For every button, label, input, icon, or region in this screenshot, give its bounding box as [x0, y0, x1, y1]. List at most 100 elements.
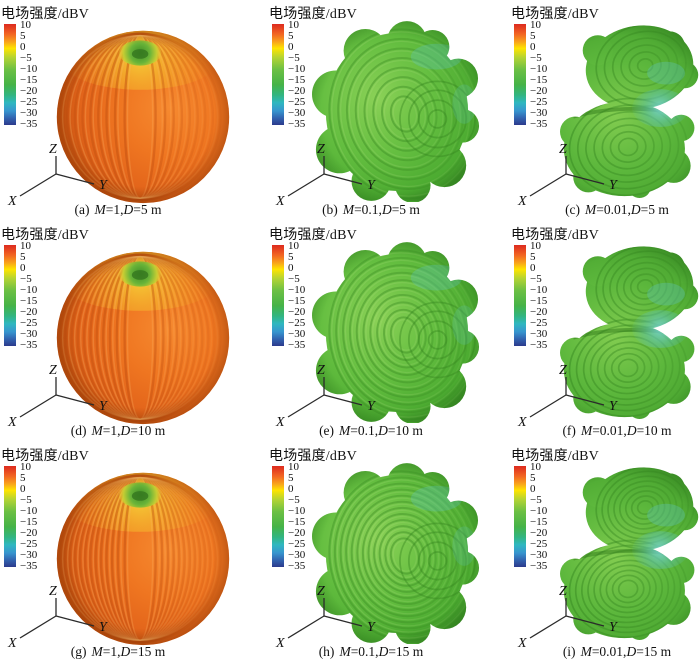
- colorbar-ticks: 10 5 0 −5 −10 −15 −20 −25 −30 −35: [20, 462, 37, 572]
- colorbar-gradient: [4, 24, 16, 125]
- caption-m-value: =0.1,: [350, 644, 379, 659]
- pattern-3d-svg: [560, 462, 699, 641]
- colorbar-tick: 0: [20, 483, 26, 495]
- colorbar-tick: 5: [530, 251, 536, 263]
- colorbar-tick: −25: [530, 538, 548, 550]
- radiation-pattern-3d: [560, 16, 700, 204]
- caption-index: (g): [70, 644, 87, 659]
- x-axis-label: X: [517, 636, 527, 648]
- colorbar: 10 5 0 −5 −10 −15 −20 −25 −30 −35: [272, 462, 306, 572]
- colorbar-tick: −15: [20, 74, 38, 86]
- colorbar-tick: 10: [530, 240, 541, 252]
- axes-lines: [529, 156, 605, 197]
- colorbar-gradient: [4, 245, 16, 346]
- axes-lines: [287, 598, 363, 639]
- colorbar-tick: −10: [530, 63, 548, 75]
- colorbar-tick: −25: [20, 96, 38, 108]
- colorbar: 10 5 0 −5 −10 −15 −20 −25 −30 −35: [272, 20, 305, 130]
- z-axis-label: Z: [49, 584, 57, 599]
- colorbar-title: 电场强度/dBV: [511, 449, 599, 464]
- caption-d-value: =15 m: [130, 644, 166, 659]
- colorbar: 10 5 0 −5 −10 −15 −20 −25 −30 −35: [272, 241, 306, 351]
- axes-triad: Z X Y: [275, 584, 377, 648]
- colorbar-tick: −5: [20, 494, 32, 506]
- radiation-pattern-3d: [560, 458, 700, 646]
- colorbar-tick: 10: [530, 19, 541, 31]
- axes-triad: Z X Y: [7, 363, 109, 427]
- colorbar-tick: −30: [530, 107, 548, 119]
- caption-d-value: =15 m: [636, 644, 672, 659]
- caption-index: (i): [562, 644, 576, 659]
- colorbar-tick: −5: [530, 494, 542, 506]
- subplot-caption: (b) M=0.1,D=5 m: [268, 202, 474, 218]
- z-axis-label: Z: [49, 142, 57, 157]
- caption-d-symbol: D: [378, 644, 389, 659]
- colorbar-tick: −15: [20, 516, 38, 528]
- subplot-caption: (f) M=0.01,D=10 m: [522, 423, 700, 439]
- colorbar-tick: −30: [288, 549, 306, 561]
- colorbar-title: 电场强度/dBV: [1, 449, 89, 464]
- colorbar-tick: −35: [288, 118, 306, 130]
- caption-d-value: =5 m: [391, 202, 420, 217]
- colorbar-tick: 10: [20, 461, 31, 473]
- colorbar-tick: −5: [288, 52, 300, 64]
- axes-triad: Z X Y: [7, 584, 109, 648]
- x-axis-label: X: [275, 636, 285, 648]
- colorbar-tick: −15: [530, 516, 548, 528]
- caption-d-symbol: D: [630, 202, 641, 217]
- axes-triad: Z X Y: [517, 584, 619, 648]
- subplot-h: 电场强度/dBV 10 5 0 −5 −10 −15 −20 −25 −30 −35: [268, 442, 480, 662]
- subplot-caption: (i) M=0.01,D=15 m: [522, 644, 700, 660]
- colorbar-tick: −30: [20, 328, 38, 340]
- colorbar-tick: 5: [20, 251, 26, 263]
- colorbar-tick: −5: [530, 52, 542, 64]
- colorbar-tick: −15: [530, 295, 548, 307]
- colorbar-tick: −15: [288, 516, 306, 528]
- y-axis-label: Y: [367, 620, 377, 635]
- axes-triad: Z X Y: [275, 142, 377, 206]
- colorbar-ticks: 10 5 0 −5 −10 −15 −20 −25 −30 −35: [530, 241, 547, 351]
- subplot-caption: (e) M=0.1,D=10 m: [268, 423, 474, 439]
- x-axis-label: X: [517, 194, 527, 206]
- colorbar-tick: −20: [288, 85, 306, 97]
- colorbar-tick: 10: [288, 19, 299, 31]
- y-axis-label: Y: [99, 399, 109, 414]
- colorbar-tick: −25: [20, 538, 38, 550]
- axes-triad: Z X Y: [275, 363, 377, 427]
- colorbar: 10 5 0 −5 −10 −15 −20 −25 −30 −35: [4, 241, 38, 351]
- caption-d-value: =5 m: [640, 202, 669, 217]
- colorbar-tick: −10: [530, 505, 548, 517]
- colorbar-tick: −20: [530, 306, 548, 318]
- colorbar-ticks: 10 5 0 −5 −10 −15 −20 −25 −30 −35: [288, 20, 305, 130]
- colorbar: 10 5 0 −5 −10 −15 −20 −25 −30 −35: [4, 462, 37, 572]
- colorbar-gradient: [272, 466, 284, 567]
- caption-d-symbol: D: [381, 202, 392, 217]
- caption-index: (f): [562, 423, 576, 438]
- colorbar-tick: −15: [288, 295, 306, 307]
- colorbar-tick: −10: [288, 63, 306, 75]
- caption-d-value: =5 m: [133, 202, 162, 217]
- axes-triad: Z X Y: [517, 363, 619, 427]
- caption-m-value: =1,: [105, 202, 124, 217]
- colorbar-tick: 0: [288, 262, 294, 274]
- axes-lines: [19, 156, 95, 197]
- colorbar-tick: −10: [20, 63, 38, 75]
- colorbar-tick: −25: [288, 96, 306, 108]
- z-axis-label: Z: [49, 363, 57, 378]
- colorbar-ticks: 10 5 0 −5 −10 −15 −20 −25 −30 −35: [530, 462, 547, 572]
- colorbar-tick: −5: [530, 273, 542, 285]
- colorbar-tick: −30: [20, 107, 38, 119]
- colorbar-tick: −20: [20, 527, 38, 539]
- colorbar-gradient: [514, 24, 526, 125]
- colorbar-tick: 10: [288, 240, 299, 252]
- pattern-3d-svg: [56, 251, 230, 425]
- caption-d-value: =10 m: [130, 423, 166, 438]
- colorbar-tick: 5: [530, 30, 536, 42]
- colorbar-tick: −25: [288, 317, 306, 329]
- z-axis-label: Z: [317, 142, 325, 157]
- caption-d-symbol: D: [378, 423, 388, 438]
- colorbar-tick: −10: [20, 284, 38, 296]
- caption-index: (d): [70, 423, 87, 438]
- colorbar-ticks: 10 5 0 −5 −10 −15 −20 −25 −30 −35: [20, 20, 37, 130]
- y-axis-label: Y: [609, 620, 619, 635]
